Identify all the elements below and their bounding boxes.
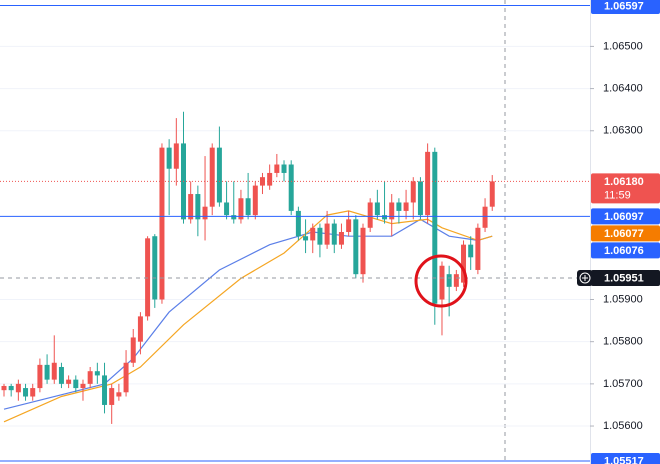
candle-body <box>73 379 79 389</box>
price-tag-label: 1.05951 <box>604 272 644 284</box>
candle-body <box>30 388 36 397</box>
grid <box>0 45 590 427</box>
candle-body <box>389 202 395 220</box>
candle-body <box>425 151 431 216</box>
candle-body <box>238 198 244 220</box>
candle-body <box>245 198 251 216</box>
candle-body <box>346 219 352 232</box>
candle-body <box>166 147 172 169</box>
candle-body <box>324 223 330 245</box>
candle-body <box>37 364 43 389</box>
candle-body <box>303 236 309 241</box>
candle-body <box>382 215 388 220</box>
candle-body <box>66 379 72 384</box>
candle-body <box>188 194 194 220</box>
candle-body <box>159 147 165 300</box>
y-tick-label: 1.06300 <box>603 125 643 137</box>
candle-body <box>410 181 416 203</box>
candle-body <box>130 337 136 363</box>
candle-body <box>310 227 316 241</box>
candle-body <box>417 181 423 216</box>
candle-body <box>87 371 93 384</box>
candle-body <box>403 202 409 211</box>
crosshair-icon-plus <box>582 274 588 281</box>
price-tag <box>591 269 660 286</box>
price-tag-label: 1.05517 <box>604 455 644 464</box>
price-tag <box>591 242 660 259</box>
y-tick-label: 1.06400 <box>603 82 643 94</box>
candle-body <box>338 232 344 245</box>
candle-body <box>51 362 57 380</box>
price-tag-label: 1.06180 <box>604 176 644 188</box>
candle-body <box>137 316 143 342</box>
plot <box>0 4 590 462</box>
candle-body <box>432 151 438 304</box>
candle-body <box>453 274 459 287</box>
candle-body <box>23 388 29 397</box>
highlight-circle <box>414 254 468 308</box>
price-tag-label: 1.06077 <box>604 228 644 240</box>
candle-body <box>209 147 215 207</box>
price-tag-label: 1.06076 <box>604 245 644 257</box>
candle-body <box>468 244 474 258</box>
candle-body <box>202 206 208 220</box>
candle-body <box>439 265 445 300</box>
candle-body <box>8 385 14 391</box>
price-tag <box>591 173 660 204</box>
y-tick-label: 1.05600 <box>603 420 643 432</box>
candle-body <box>231 215 237 220</box>
candle-body <box>295 210 301 237</box>
y-tick-label: 1.05900 <box>603 293 643 305</box>
candle-body <box>267 172 273 186</box>
candle-body <box>123 362 129 393</box>
candle-body <box>353 219 359 275</box>
price-axis: 1.06500 1.06400 1.06300 1.05900 1.05800 1.057… <box>577 0 660 464</box>
crosshair-icon <box>579 272 591 284</box>
candle-body <box>116 392 122 397</box>
countdown-label: 11:59 <box>604 189 631 201</box>
candle-body <box>102 375 108 405</box>
candle-body <box>360 227 366 275</box>
candle-body <box>274 164 280 173</box>
candle-body <box>259 177 265 186</box>
candle-body <box>252 185 258 216</box>
candle-body <box>80 383 86 389</box>
candle-body <box>281 164 287 173</box>
candle-body <box>109 388 115 405</box>
candle-body <box>152 236 158 300</box>
y-tick-label: 1.05700 <box>603 378 643 390</box>
candle-body <box>195 194 201 220</box>
candle-body <box>475 227 481 270</box>
candle-body <box>396 202 402 211</box>
candle-body <box>58 366 64 384</box>
price-tag <box>591 453 660 464</box>
price-tag-label: 1.06597 <box>604 0 644 12</box>
candle-body <box>331 223 337 245</box>
candle-body <box>489 181 495 207</box>
candle-body <box>374 202 380 216</box>
price-tag <box>591 225 660 242</box>
candle-body <box>94 371 100 376</box>
candle-body <box>317 227 323 245</box>
candle-body <box>224 202 230 216</box>
candle-body <box>461 244 467 283</box>
candle-body <box>145 238 151 317</box>
price-tag <box>591 208 660 225</box>
price-tag <box>591 0 660 14</box>
y-tick-label: 1.06500 <box>603 40 643 52</box>
candle-body <box>15 383 21 393</box>
candle-body <box>446 274 452 287</box>
candle-body <box>1 385 7 391</box>
candle-body <box>367 202 373 228</box>
candle-body <box>288 164 294 211</box>
candle-body <box>44 364 50 380</box>
candle-body <box>482 206 488 228</box>
y-tick-label: 1.05800 <box>603 336 643 348</box>
price-tag-label: 1.06097 <box>604 211 644 223</box>
candle-body <box>216 147 222 203</box>
candle-body <box>173 143 179 169</box>
